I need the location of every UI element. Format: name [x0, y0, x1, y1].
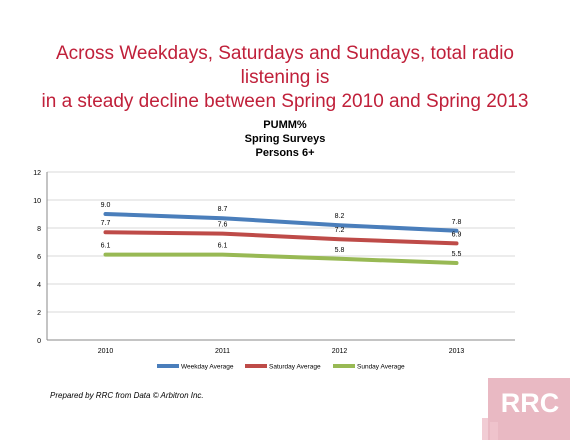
x-tick-label: 2010 [98, 348, 114, 355]
y-tick-label: 0 [37, 338, 41, 345]
y-tick-label: 4 [37, 282, 41, 289]
rrc-logo: RRC [480, 360, 570, 440]
y-tick-label: 8 [37, 226, 41, 233]
x-tick-label: 2011 [215, 348, 230, 355]
series-line-0 [103, 212, 459, 233]
headline-line-2: in a steady decline between Spring 2010 … [41, 91, 529, 112]
data-label: 7.6 [218, 222, 228, 229]
headline: Across Weekdays, Saturdays and Sundays, … [20, 42, 550, 114]
y-tick-label: 2 [37, 310, 41, 317]
data-label: 5.5 [452, 251, 462, 258]
data-label: 7.2 [335, 227, 345, 234]
footnote: Prepared by RRC from Data © Arbitron Inc… [50, 391, 204, 400]
data-label: 6.9 [452, 231, 462, 238]
series-line-2 [103, 252, 459, 265]
y-tick-label: 6 [37, 254, 41, 261]
data-label: 7.7 [101, 220, 111, 227]
data-label: 5.8 [335, 247, 345, 254]
legend-label: Saturday Average [269, 364, 321, 371]
chart-title: PUMM% Spring Surveys Persons 6+ [100, 118, 470, 160]
data-label: 7.8 [452, 219, 462, 226]
logo-text: RRC [501, 388, 560, 418]
logo-bar [490, 422, 498, 440]
data-label: 6.1 [218, 243, 228, 250]
logo-bar [482, 418, 488, 440]
legend-label: Weekday Average [181, 364, 234, 371]
chart-title-line-1: PUMM% [263, 119, 307, 131]
series-line-1 [103, 230, 459, 246]
headline-line-1: Across Weekdays, Saturdays and Sundays, … [55, 43, 514, 88]
chart-title-line-3: Persons 6+ [255, 147, 315, 159]
legend-label: Sunday Average [357, 364, 405, 371]
data-label: 9.0 [101, 202, 111, 209]
y-tick-label: 10 [33, 198, 41, 205]
data-label: 8.2 [335, 213, 345, 220]
data-label: 8.7 [218, 206, 228, 213]
logo-block [488, 378, 570, 440]
chart-title-line-2: Spring Surveys [244, 133, 326, 145]
x-tick-label: 2012 [332, 348, 348, 355]
data-label: 6.1 [101, 243, 111, 250]
y-tick-label: 12 [33, 170, 41, 177]
x-tick-label: 2013 [449, 348, 465, 355]
